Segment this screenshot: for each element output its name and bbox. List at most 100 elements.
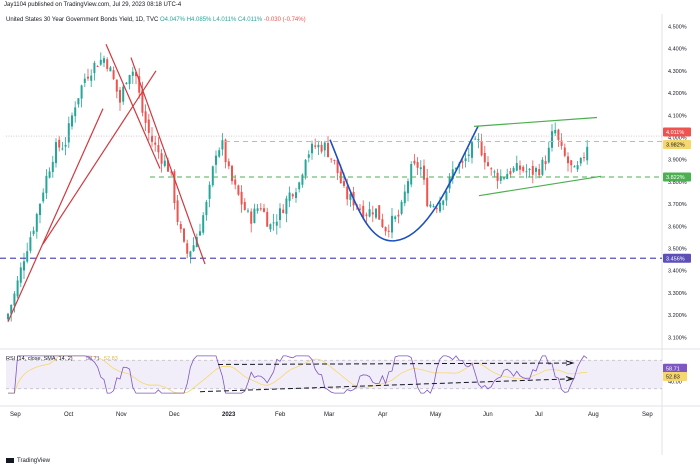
candle-body: [371, 212, 374, 215]
candle-body: [122, 86, 125, 102]
candle-body: [387, 230, 390, 232]
footer-brand[interactable]: TradingView: [6, 458, 50, 464]
candle-body: [317, 144, 320, 148]
candle-body: [285, 198, 288, 214]
candle-body: [291, 194, 294, 197]
candle-body: [135, 72, 137, 77]
candle-body: [67, 123, 70, 143]
y-tick-label: 4.400%: [668, 47, 687, 53]
candle-body: [77, 98, 80, 105]
candle-body: [259, 208, 262, 210]
candle-body: [362, 205, 365, 218]
candle-body: [359, 208, 361, 210]
candle-body: [413, 160, 416, 164]
candle-body: [330, 158, 333, 160]
candle-body: [586, 146, 589, 161]
y-tick-label: 3.800%: [668, 180, 687, 186]
candle-body: [535, 167, 537, 172]
candle-body: [522, 166, 525, 171]
candle-body: [429, 204, 432, 207]
candle-body: [320, 144, 323, 152]
candle-body: [205, 201, 208, 216]
candle-body: [141, 89, 144, 113]
candle-body: [570, 160, 573, 166]
candle-body: [29, 237, 32, 251]
price-label-text: 3.822%: [666, 175, 685, 181]
candle-body: [279, 208, 281, 221]
candle-body: [99, 59, 102, 65]
candle-body: [157, 145, 160, 153]
rsi-resistance-arrow: [217, 362, 573, 365]
price-label-box: [663, 172, 691, 182]
candle-body: [144, 111, 147, 123]
candle-body: [42, 192, 45, 202]
symbol-title: United States 30 Year Government Bonds Y…: [6, 17, 159, 23]
candle-body: [557, 129, 560, 140]
candle-body: [378, 205, 381, 220]
candle-body: [237, 185, 240, 195]
candle-body: [403, 191, 406, 204]
high-value: H4.085%: [186, 17, 212, 23]
candle-body: [579, 157, 582, 164]
x-tick-label: 2023: [222, 412, 236, 418]
candle-body: [112, 70, 115, 79]
y-tick-label: 4.300%: [668, 69, 687, 75]
downtrend-line: [130, 57, 206, 265]
candle-body: [394, 216, 397, 220]
candle-body: [375, 208, 377, 218]
candle-body: [563, 147, 566, 156]
candle-body: [16, 280, 19, 297]
candle-body: [240, 191, 243, 205]
candle-body: [179, 224, 182, 230]
candle-body: [23, 261, 25, 271]
candle-body: [439, 202, 441, 212]
candle-body: [247, 210, 249, 212]
candle-body: [103, 58, 105, 63]
candle-body: [426, 177, 429, 207]
channel-top-line: [473, 116, 598, 127]
y-tick-label: 3.400%: [668, 269, 687, 275]
candle-body: [544, 161, 547, 165]
rsi-value-text: 58.71: [666, 366, 680, 372]
candle-body: [275, 221, 278, 226]
cup-curve: [329, 126, 479, 242]
candle-body: [531, 166, 534, 175]
candle-body: [314, 145, 317, 147]
channel-bottom-line: [478, 175, 602, 197]
candle-body: [13, 293, 16, 306]
rsi-value-box: [663, 363, 687, 373]
candle-body: [298, 182, 301, 190]
candle-body: [391, 215, 393, 233]
candle-body: [131, 71, 134, 76]
candle-body: [269, 224, 272, 230]
candle-body: [186, 243, 189, 254]
candle-body: [19, 267, 22, 283]
y-tick-label: 4.200%: [668, 91, 687, 97]
candle-body: [282, 209, 285, 213]
candle-body: [512, 167, 515, 172]
rsi-support-arrow: [199, 378, 573, 393]
candle-body: [509, 171, 512, 175]
candle-body: [560, 140, 563, 146]
candle-body: [250, 211, 253, 224]
candle-body: [343, 181, 345, 186]
candle-body: [307, 154, 310, 158]
brand-text: TradingView: [17, 458, 51, 465]
candle-body: [224, 139, 227, 163]
rsi-tick-label: 40.00: [668, 380, 682, 386]
candle-body: [288, 192, 291, 201]
candle-body: [234, 179, 237, 185]
rsi-ma-text: 52.83: [666, 374, 680, 380]
y-tick-label: 3.500%: [668, 247, 687, 253]
candle-body: [147, 119, 150, 133]
candle-body: [541, 159, 544, 175]
y-tick-label: 3.700%: [668, 202, 687, 208]
candle-body: [573, 166, 576, 168]
candle-body: [272, 222, 275, 224]
y-tick-label: 3.100%: [668, 335, 687, 341]
candle-body: [170, 171, 173, 173]
candle-body: [243, 202, 246, 210]
price-label-box: [663, 253, 691, 263]
uptrend-line: [7, 108, 104, 323]
